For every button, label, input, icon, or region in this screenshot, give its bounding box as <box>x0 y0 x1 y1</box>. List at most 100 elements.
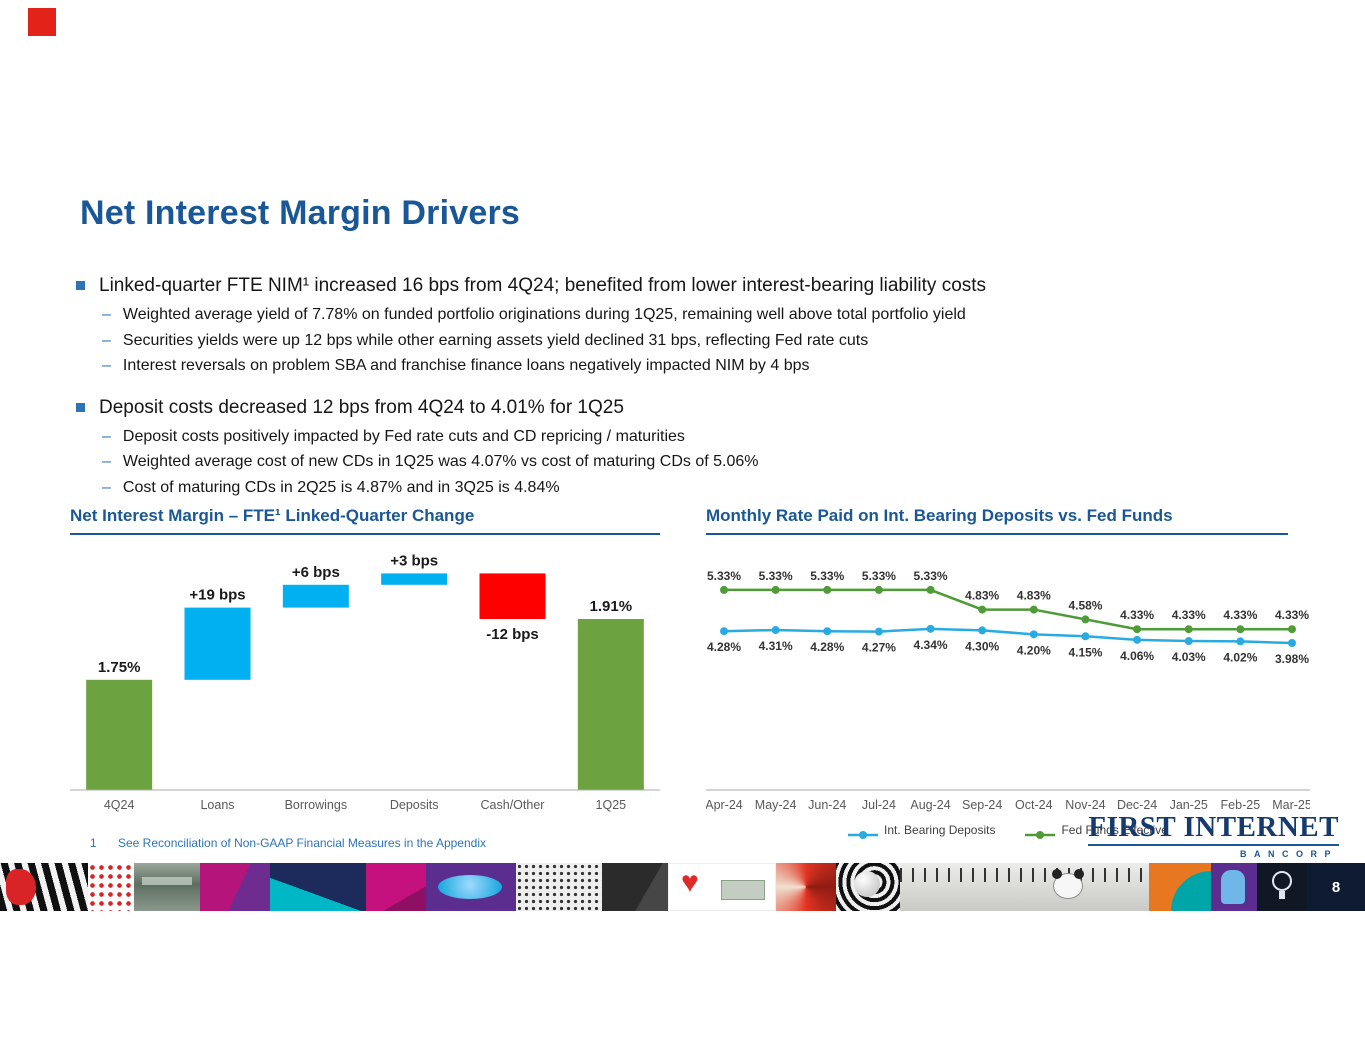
data-label: 4.30% <box>965 639 999 653</box>
waterfall-bar <box>381 573 448 585</box>
data-point <box>1081 632 1090 641</box>
data-label: 4.28% <box>707 640 741 654</box>
hand-icon <box>1221 870 1245 904</box>
sub-bullet-text: Deposit costs positively impacted by Fed… <box>122 427 685 445</box>
data-label: 4.33% <box>1275 608 1309 622</box>
collage-segment <box>270 863 366 911</box>
collage-segment <box>88 863 134 911</box>
collage-segment <box>900 863 1149 911</box>
data-point <box>771 626 780 635</box>
data-point <box>823 585 832 594</box>
data-point <box>1236 637 1245 646</box>
series-line <box>723 627 1293 645</box>
legend-marker <box>848 831 879 839</box>
collage-segment <box>516 863 602 911</box>
waterfall-bar <box>184 607 251 680</box>
bullet-text: Deposit costs decreased 12 bps from 4Q24… <box>99 396 624 418</box>
legend-marker <box>1025 831 1056 839</box>
axis-category-label: Aug-24 <box>910 798 950 812</box>
chart-legend: Int. Bearing Deposits Fed Funds Effective <box>706 820 1310 840</box>
data-point <box>1288 638 1296 647</box>
axis-category-label: 4Q24 <box>104 798 135 812</box>
dash-icon: – <box>102 453 111 470</box>
sub-bullet-text: Weighted average yield of 7.78% on funde… <box>122 306 966 323</box>
data-point <box>874 585 883 594</box>
bullet-item: Deposit costs decreased 12 bps from 4Q24… <box>74 394 1324 421</box>
collage-segment-page: 8 <box>1307 863 1365 911</box>
data-point <box>1236 625 1245 634</box>
bullet-text: Linked-quarter FTE NIM¹ increased 16 bps… <box>99 275 987 296</box>
dash-icon: – <box>102 357 111 374</box>
data-point <box>1029 630 1038 639</box>
legend-item: Int. Bearing Deposits <box>848 820 995 840</box>
sub-bullet-text: Cost of maturing CDs in 2Q25 is 4.87% an… <box>122 478 560 496</box>
legend-label: Fed Funds Effective <box>1061 823 1168 837</box>
axis-category-label: Jan-25 <box>1170 798 1208 812</box>
sub-bullet-item: – Weighted average cost of new CDs in 1Q2… <box>102 449 1324 475</box>
data-label: 4.33% <box>1120 608 1154 622</box>
footnote-text: See Reconciliation of Non-GAAP Financial… <box>118 836 486 850</box>
waterfall-bar <box>282 584 349 608</box>
collage-segment <box>366 863 426 911</box>
data-label: 4.83% <box>1017 589 1051 603</box>
waterfall-chart-title: Net Interest Margin – FTE¹ Linked-Quarte… <box>70 506 660 535</box>
line-chart: Apr-24 May-24 Jun-24 Jul-24 Aug-24 Sep-24 Oct-… <box>706 569 1310 812</box>
data-label: 4.27% <box>862 641 896 655</box>
collage-segment <box>0 863 88 911</box>
logo-subname: BANCORP <box>1239 849 1338 859</box>
logo-name: FIRST INTERNET <box>1088 811 1339 843</box>
data-point <box>1288 625 1296 634</box>
data-label: 4.02% <box>1223 650 1257 664</box>
waterfall-bar <box>86 679 153 790</box>
data-label: 4.33% <box>1172 608 1206 622</box>
footnote-marker: 1 <box>90 836 97 850</box>
page-number: 8 <box>1331 878 1341 896</box>
collage-segment <box>134 863 200 911</box>
dash-icon: – <box>102 478 111 496</box>
axis-category-label: Borrowings <box>285 798 348 812</box>
data-point <box>926 585 935 594</box>
data-label: 5.33% <box>707 569 741 583</box>
line-chart-section: Monthly Rate Paid on Int. Bearing Deposi… <box>706 506 1310 840</box>
dash-icon: – <box>102 427 111 445</box>
bullet-square-icon <box>76 281 85 290</box>
heart-icon: ♥ <box>681 866 699 899</box>
collage-segment <box>1211 863 1257 911</box>
sub-bullet-text: Weighted average cost of new CDs in 1Q25… <box>122 453 759 470</box>
data-point <box>1184 625 1193 634</box>
dash-icon: – <box>102 331 111 349</box>
data-label: 4.31% <box>759 639 793 653</box>
collage-segment <box>602 863 668 911</box>
waterfall-bar <box>479 573 546 619</box>
waterfall-chart-section: Net Interest Margin – FTE¹ Linked-Quarte… <box>70 506 660 817</box>
footnote: 1 See Reconciliation of Non-GAAP Financia… <box>90 836 486 850</box>
line-chart-title: Monthly Rate Paid on Int. Bearing Deposi… <box>706 506 1288 535</box>
waterfall-value-label: +19 bps <box>189 587 245 604</box>
collage-segment <box>200 863 270 911</box>
data-label: 3.98% <box>1275 652 1309 666</box>
data-point <box>720 585 728 594</box>
collage-segment <box>836 863 900 911</box>
axis-category-label: Sep-24 <box>962 798 1002 812</box>
data-label: 5.33% <box>759 569 793 583</box>
axis-category-label: Feb-25 <box>1221 798 1261 812</box>
bullet-group: Linked-quarter FTE NIM¹ increased 16 bps… <box>74 272 1324 379</box>
axis-category-label: Jul-24 <box>862 798 896 812</box>
data-label: 4.33% <box>1223 608 1257 622</box>
dash-icon: – <box>102 306 111 323</box>
footer-collage: ♥ 8 <box>0 863 1365 911</box>
waterfall-chart: 1.75% 4Q24 +19 bps Loans +6 bps Borrowings +3 … <box>70 552 660 812</box>
waterfall-value-label: +6 bps <box>292 564 340 581</box>
axis-category-label: Apr-24 <box>706 798 743 812</box>
waterfall-bar <box>577 619 644 790</box>
data-label: 4.83% <box>965 589 999 603</box>
collage-segment <box>426 863 516 911</box>
data-label: 5.33% <box>914 569 948 583</box>
axis-category-label: 1Q25 <box>596 798 627 812</box>
waterfall-value-label: 1.75% <box>98 659 141 676</box>
data-label: 4.58% <box>1068 598 1102 612</box>
legend-label: Int. Bearing Deposits <box>884 823 996 837</box>
axis-category-label: Dec-24 <box>1117 798 1157 812</box>
page-title: Net Interest Margin Drivers <box>80 194 520 232</box>
sub-bullet-text: Securities yields were up 12 bps while o… <box>122 331 869 349</box>
